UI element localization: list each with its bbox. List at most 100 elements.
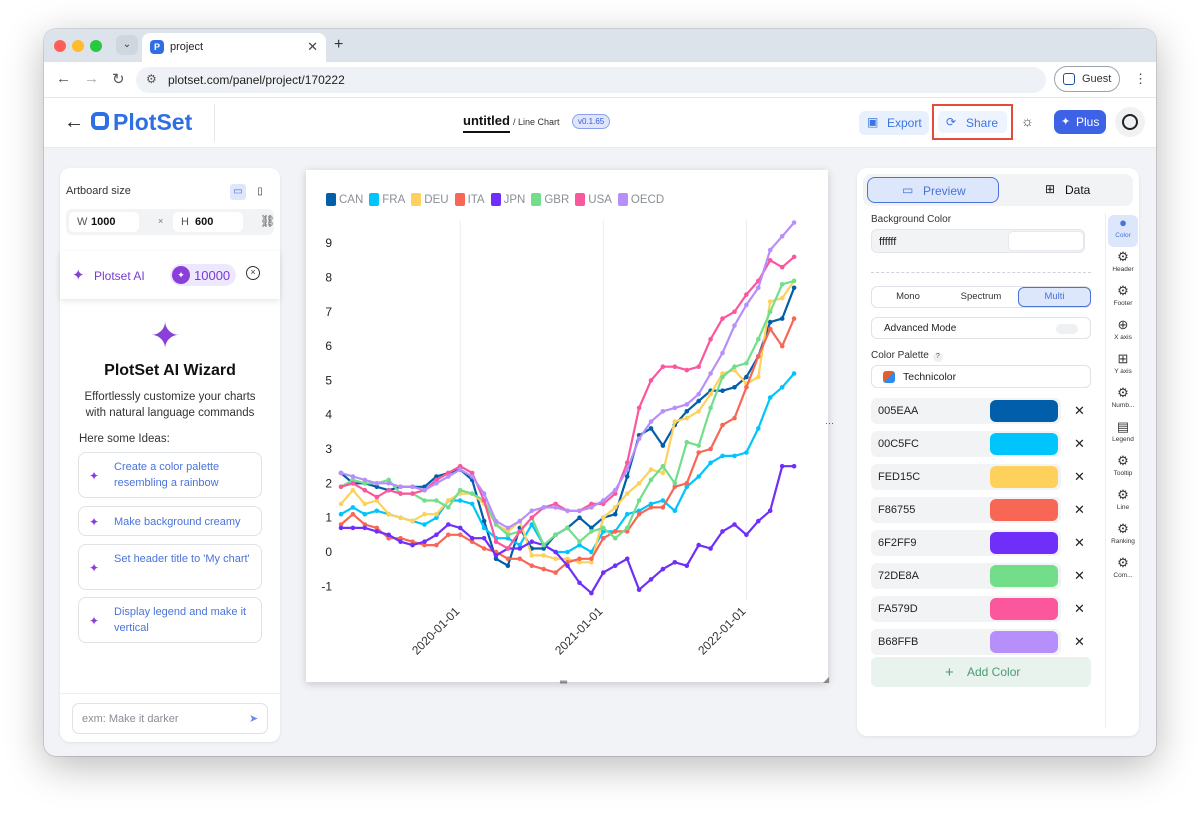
browser-menu-icon[interactable]: ⋮ [1134,71,1147,86]
chart-artboard[interactable]: CAN FRA DEU ITA JPN GBR USA OECD 2020-01-01 2021… [306,170,830,684]
mode-multi[interactable]: Multi [1018,287,1091,307]
side-tab-label: Tooltip [1113,470,1133,477]
color-hex-value[interactable]: 72DE8A [878,570,919,582]
background-color-input[interactable]: ffffff [871,229,1085,253]
color-swatch[interactable] [990,598,1058,620]
tab-data[interactable]: ⊞ Data [1003,177,1129,203]
plus-upgrade-button[interactable]: ✦ Plus [1054,110,1106,134]
color-hex-input[interactable]: FA579D [871,596,1061,622]
color-hex-input[interactable]: 005EAA [871,398,1061,424]
side-tab-tooltip[interactable]: ⚙ Tooltip [1108,453,1138,485]
side-tab-color[interactable]: ● Color [1108,215,1138,247]
color-hex-value[interactable]: FED15C [878,471,921,483]
side-tab-y-axis[interactable]: ⊞ Y axis [1108,351,1138,383]
data-point [386,477,391,483]
user-avatar[interactable] [1115,107,1145,137]
theme-toggle-sun-icon[interactable]: ☼ [1021,113,1034,129]
color-hex-input[interactable]: 72DE8A [871,563,1061,589]
browser-tab[interactable]: P project ✕ [142,33,326,62]
color-hex-value[interactable]: F86755 [878,504,916,516]
side-tab-ranking[interactable]: ⚙ Ranking [1108,521,1138,553]
idea-suggestion[interactable]: ✦ Display legend and make it vertical [78,597,262,643]
side-tab-x-axis[interactable]: ⊕ X axis [1108,317,1138,349]
background-color-swatch[interactable] [1008,231,1084,251]
back-icon[interactable]: ← [56,70,71,87]
width-value[interactable]: 1000 [91,216,116,228]
color-hex-value[interactable]: 6F2FF9 [878,537,917,549]
palette-select[interactable]: Technicolor [871,365,1091,388]
legend-item: OECD [617,193,664,206]
url-text[interactable]: plotset.com/panel/project/170222 [168,73,345,87]
profile-button[interactable]: Guest [1054,66,1120,92]
zoom-window-button[interactable] [90,40,102,52]
send-icon[interactable]: ➤ [249,713,259,725]
add-color-button[interactable]: + Add Color [871,657,1091,687]
data-point [457,487,463,493]
side-tab-line[interactable]: ⚙ Line [1108,487,1138,519]
close-window-button[interactable] [54,40,66,52]
color-swatch[interactable] [990,565,1058,587]
color-swatch[interactable] [990,532,1058,554]
close-ai-icon[interactable]: × [246,266,260,280]
color-hex-input[interactable]: FED15C [871,464,1061,490]
side-tab-legend[interactable]: ▤ Legend [1108,419,1138,451]
mode-mono[interactable]: Mono [896,291,920,302]
remove-color-icon[interactable]: ✕ [1074,403,1085,418]
ai-prompt-input[interactable]: exm: Make it darker ➤ [72,703,268,734]
color-hex-input[interactable]: 6F2FF9 [871,530,1061,556]
advanced-mode-toggle[interactable] [1056,324,1078,334]
color-hex-input[interactable]: B68FFB [871,629,1061,655]
resize-grip-icon[interactable]: ◢ [823,675,830,684]
idea-suggestion[interactable]: ✦ Create a color palette resembling a ra… [78,452,262,498]
remove-color-icon[interactable]: ✕ [1074,436,1085,451]
color-swatch[interactable] [990,466,1058,488]
height-value[interactable]: 600 [195,216,214,228]
side-tab-footer[interactable]: ⚙ Footer [1108,283,1138,315]
remove-color-icon[interactable]: ✕ [1074,568,1085,583]
help-icon[interactable]: ? [932,352,943,362]
back-arrow-icon[interactable]: ← [64,111,84,133]
minimize-window-button[interactable] [72,40,84,52]
export-button[interactable]: ▣ Export [859,111,929,135]
remove-color-icon[interactable]: ✕ [1074,469,1085,484]
side-tab-number[interactable]: ⚙ Numb... [1108,385,1138,417]
remove-color-icon[interactable]: ✕ [1074,535,1085,550]
side-tab-comments[interactable]: ⚙ Com... [1108,555,1138,587]
background-color-value[interactable]: ffffff [879,236,897,248]
desktop-icon[interactable]: ▭ [230,184,246,200]
share-button[interactable]: ⟳ Share [938,111,1007,133]
mode-spectrum[interactable]: Spectrum [960,291,1002,302]
width-field[interactable]: W 1000 [69,212,139,232]
color-hex-value[interactable]: FA579D [878,603,918,615]
aspect-link-icon[interactable]: ⛓ [260,214,276,228]
color-swatch[interactable] [990,631,1058,653]
color-swatch[interactable] [990,400,1058,422]
color-swatch[interactable] [990,499,1058,521]
mobile-icon[interactable]: ▯ [257,186,263,197]
brand-logo[interactable]: PlotSet [113,109,193,135]
tab-search-chevron-icon[interactable]: ⌄ [116,35,138,55]
document-title[interactable]: untitled [463,113,510,133]
color-hex-value[interactable]: 005EAA [878,405,919,417]
remove-color-icon[interactable]: ✕ [1074,601,1085,616]
color-hex-value[interactable]: 00C5FC [878,438,919,450]
color-hex-input[interactable]: F86755 [871,497,1061,523]
tab-preview[interactable]: ▭ Preview [867,177,999,203]
canvas-bottom-resize-icon[interactable]: ═ [560,677,568,688]
new-tab-icon[interactable]: + [334,36,344,53]
color-hex-value[interactable]: B68FFB [878,636,919,648]
forward-icon[interactable]: → [84,70,99,87]
tab-close-icon[interactable]: ✕ [307,39,318,54]
reload-icon[interactable]: ↻ [112,71,125,88]
idea-suggestion[interactable]: ✦ Set header title to 'My chart' [78,544,262,590]
site-settings-icon[interactable]: ⚙ [146,72,157,86]
color-swatch[interactable] [990,433,1058,455]
remove-color-icon[interactable]: ✕ [1074,634,1085,649]
height-field[interactable]: H 600 [173,212,243,232]
idea-suggestion[interactable]: ✦ Make background creamy [78,506,262,536]
remove-color-icon[interactable]: ✕ [1074,502,1085,517]
side-tab-header[interactable]: ⚙ Header [1108,249,1138,281]
color-hex-input[interactable]: 00C5FC [871,431,1061,457]
address-bar[interactable]: ⚙ plotset.com/panel/project/170222 [136,67,1046,93]
canvas-side-resize-icon[interactable]: ⋯ [825,418,834,428]
